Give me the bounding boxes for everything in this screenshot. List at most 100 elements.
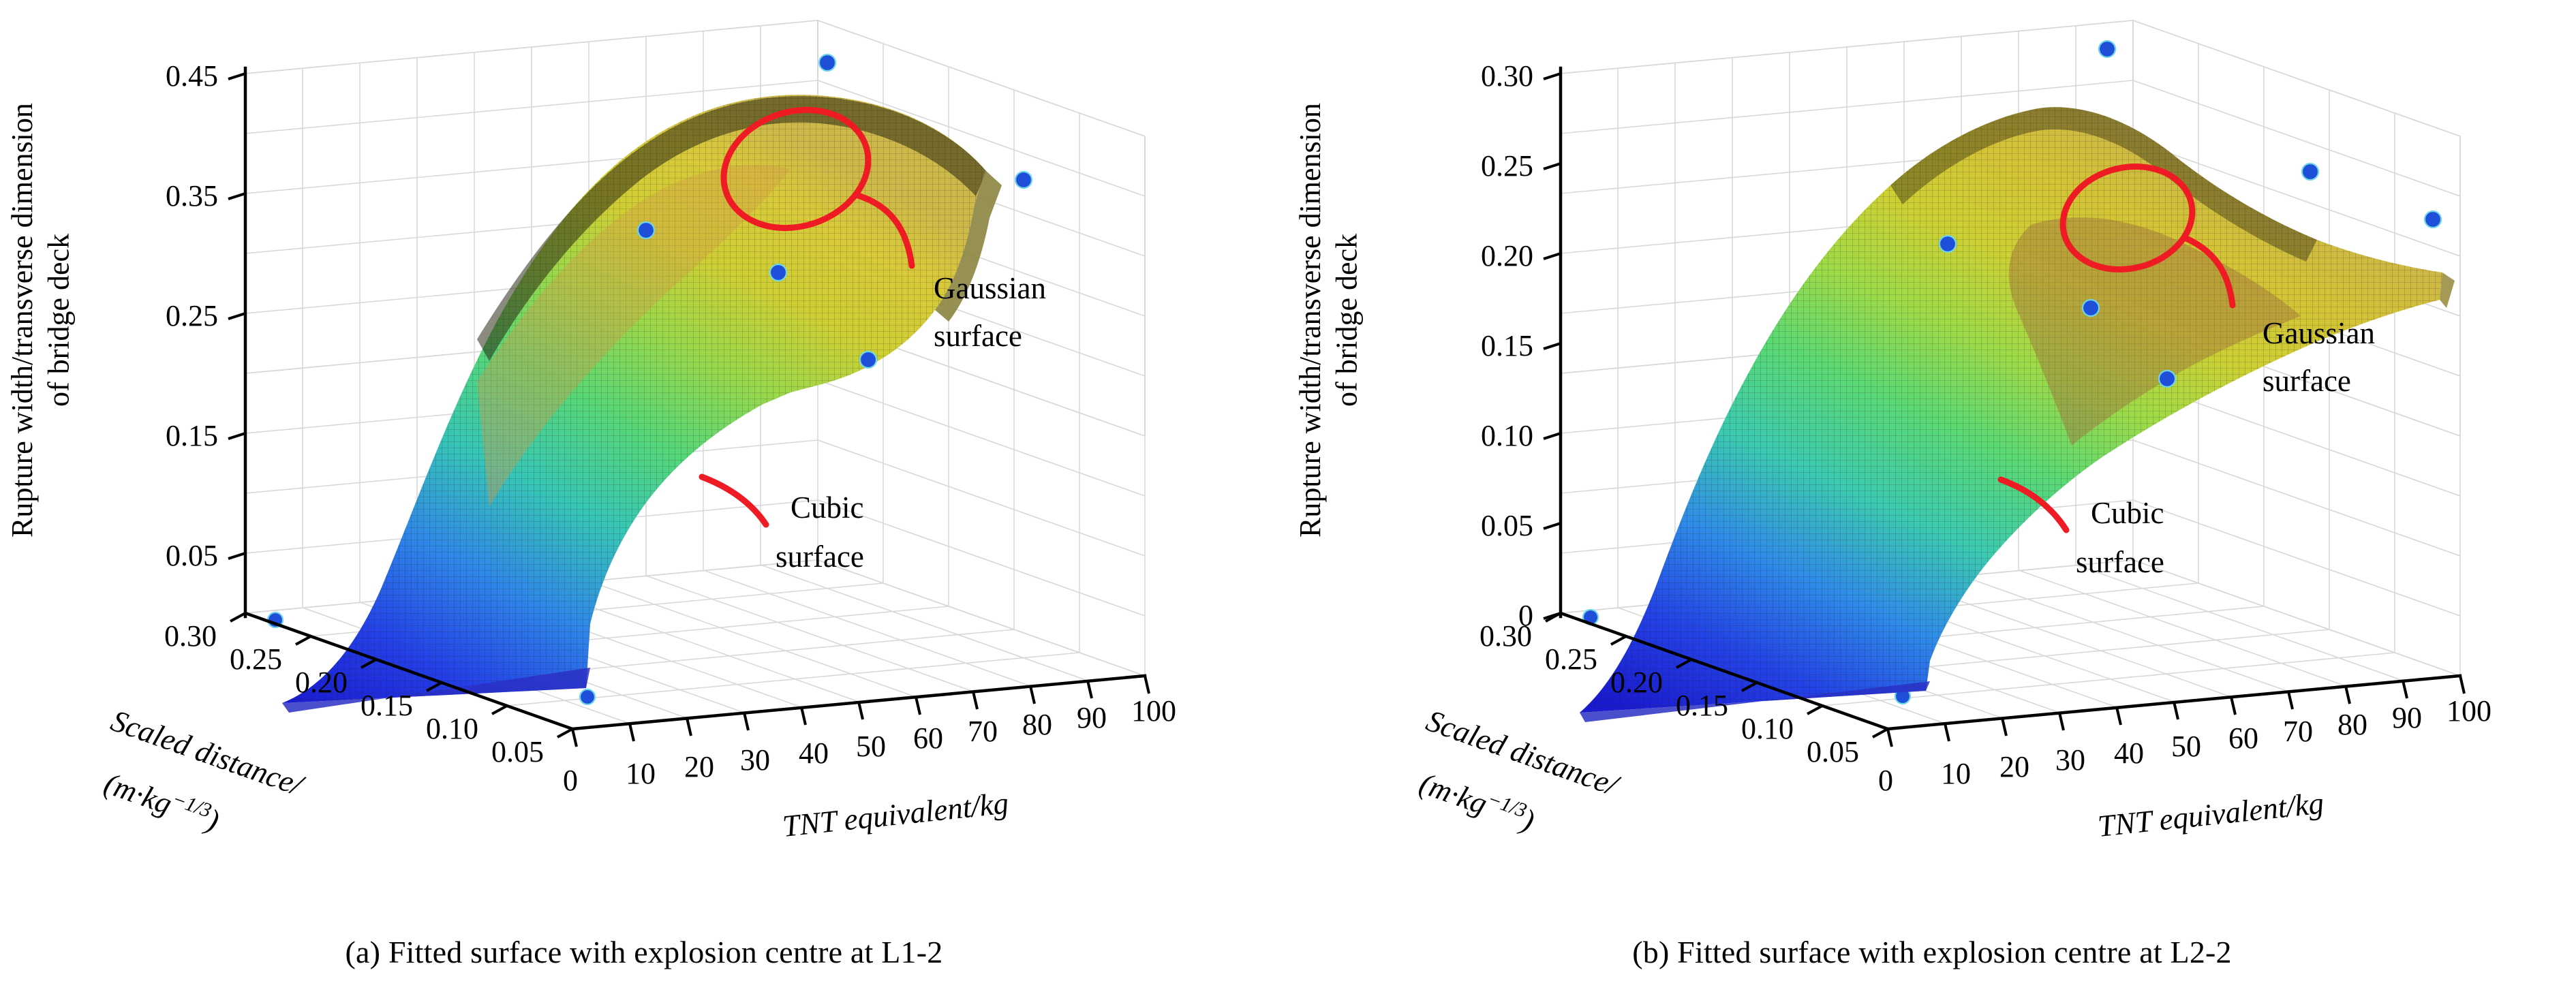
surface-cut-face <box>935 170 1002 322</box>
xtick-label: 90 <box>2392 701 2422 734</box>
yaxis-title-unit: (m·kg <box>100 766 177 821</box>
gaussian-surface-circle-marker <box>2059 164 2196 273</box>
gaussian-surface-label-line2: surface <box>934 319 1022 353</box>
data-point <box>818 53 837 72</box>
xtick-label: 70 <box>2283 715 2313 748</box>
ytick-label: 0.20 <box>1610 666 1663 699</box>
panel-a-plot: Gaussian surface Cubic surface 0.45 0.35… <box>100 19 1176 843</box>
xaxis-title: TNT equivalent/kg <box>781 785 1010 843</box>
xtick-label: 30 <box>740 743 770 777</box>
xtick-label: 80 <box>1022 708 1052 741</box>
yaxis-title-exponent: −1/3 <box>1484 788 1529 822</box>
ytick-label: 0.05 <box>1807 735 1859 768</box>
xtick-label: 40 <box>799 736 829 770</box>
data-point <box>2301 162 2320 181</box>
xtick-label: 20 <box>684 750 714 783</box>
cubic-surface-leader-line <box>1997 476 2070 533</box>
surface-ridge-shadow <box>1890 107 2317 262</box>
xtick-label: 50 <box>856 730 886 763</box>
xtick-label: 10 <box>626 757 656 790</box>
panel-a-surface <box>282 95 1002 713</box>
gaussian-surface-label-line2: surface <box>2263 364 2351 398</box>
yaxis-title-line2: (m·kg−1/3) <box>100 764 224 837</box>
ztick-label: 0 <box>1518 599 1533 632</box>
gaussian-surface-label-line1: Gaussian <box>934 271 1046 305</box>
ytick-label: 0.30 <box>164 619 217 653</box>
xtick-label: 60 <box>913 721 943 755</box>
cubic-surface-label-line1: Cubic <box>791 491 864 525</box>
data-point <box>2423 210 2442 229</box>
ztick-label: 0.20 <box>1481 239 1533 273</box>
data-point <box>1014 170 1033 189</box>
gaussian-surface-leader-line <box>2183 235 2236 309</box>
gaussian-surface-mesh <box>1580 107 2442 713</box>
data-point <box>2098 40 2117 59</box>
ytick-label: 0.20 <box>295 666 348 699</box>
ztick-label: 0.15 <box>166 419 218 452</box>
surface-warm-saddle <box>2008 217 2301 446</box>
cubic-surface-label-line1: Cubic <box>2091 496 2164 530</box>
xtick-label: 70 <box>968 715 998 748</box>
gaussian-surface-circle-marker <box>720 106 872 232</box>
panel-a-data-points <box>637 53 1033 369</box>
data-point <box>2158 369 2177 388</box>
panel-b-caption: (b) Fitted surface with explosion centre… <box>1632 935 2232 969</box>
xtick-label: 60 <box>2228 721 2258 755</box>
panel-b-annotation-marks <box>1997 164 2236 533</box>
panel-a-xaxis: 0 10 20 30 40 50 60 70 80 90 100 TNT equ… <box>563 674 1176 843</box>
data-point <box>769 263 788 282</box>
ytick-label: 0.25 <box>1545 642 1597 676</box>
ztick-label: 0.25 <box>1481 149 1533 183</box>
data-point <box>859 350 878 369</box>
cubic-surface-leader-line <box>699 473 769 528</box>
ytick-label: 0.30 <box>1479 619 1532 653</box>
xtick-label: 0 <box>1878 764 1893 797</box>
ztick-label: 0.10 <box>1481 419 1533 452</box>
cubic-surface-label-line2: surface <box>2076 545 2164 579</box>
data-point <box>637 221 656 240</box>
gaussian-surface-label-line1: Gaussian <box>2263 316 2375 350</box>
ztick-label: 0.45 <box>166 59 218 93</box>
ytick-label: 0.10 <box>1741 712 1794 745</box>
ztick-label: 0.25 <box>166 299 218 332</box>
xtick-label: 20 <box>1999 750 2029 783</box>
yaxis-title-unit: (m·kg <box>1415 766 1492 821</box>
xaxis-title: TNT equivalent/kg <box>2096 785 2325 843</box>
panel-a-caption: (a) Fitted surface with explosion centre… <box>345 935 943 969</box>
xtick-label: 30 <box>2055 743 2085 777</box>
ytick-label: 0.25 <box>230 642 282 676</box>
gaussian-surface-mesh <box>282 95 985 704</box>
ztick-label: 0.30 <box>1481 59 1533 93</box>
surface-cut-face <box>2440 273 2455 308</box>
ytick-label: 0.10 <box>426 712 478 745</box>
panel-b-zaxis: 0.30 0.25 0.20 0.15 0.10 0.05 0 <box>1481 59 1563 632</box>
panel-a-annotation-marks <box>699 106 915 528</box>
xtick-label: 90 <box>1077 701 1107 734</box>
surface-warm-band <box>477 165 791 507</box>
surface-front-face <box>1580 681 1930 722</box>
data-point <box>579 688 596 706</box>
xtick-label: 0 <box>563 764 578 797</box>
xtick-label: 50 <box>2171 730 2201 763</box>
panel-b-xaxis: 0 10 20 30 40 50 60 70 80 90 100 TNT equ… <box>1878 674 2491 843</box>
panel-b-data-points <box>1938 40 2442 388</box>
data-point <box>2081 298 2100 317</box>
ytick-label: 0.15 <box>361 689 413 722</box>
xtick-label: 80 <box>2337 708 2367 741</box>
yaxis-title-line2: (m·kg−1/3) <box>1415 764 1539 837</box>
xtick-label: 100 <box>2447 694 2491 728</box>
xtick-label: 10 <box>1941 757 1971 790</box>
surface-crest-shadow <box>477 96 987 361</box>
panel-b-surface <box>1580 107 2455 722</box>
surface-front-face <box>282 668 590 713</box>
cubic-surface-label-line2: surface <box>776 540 864 574</box>
panel-b: Rupture width/transverse dimension of br… <box>1288 0 2576 996</box>
panel-a-zaxis: 0.45 0.35 0.25 0.15 0.05 <box>166 59 247 619</box>
ytick-label: 0.05 <box>491 735 544 768</box>
ztick-label: 0.05 <box>166 539 218 572</box>
ztick-label: 0.05 <box>1481 509 1533 542</box>
xtick-label: 100 <box>1131 694 1176 728</box>
xtick-label: 40 <box>2114 736 2144 770</box>
panel-a: Rupture width/transverse dimension of br… <box>5 19 1176 969</box>
